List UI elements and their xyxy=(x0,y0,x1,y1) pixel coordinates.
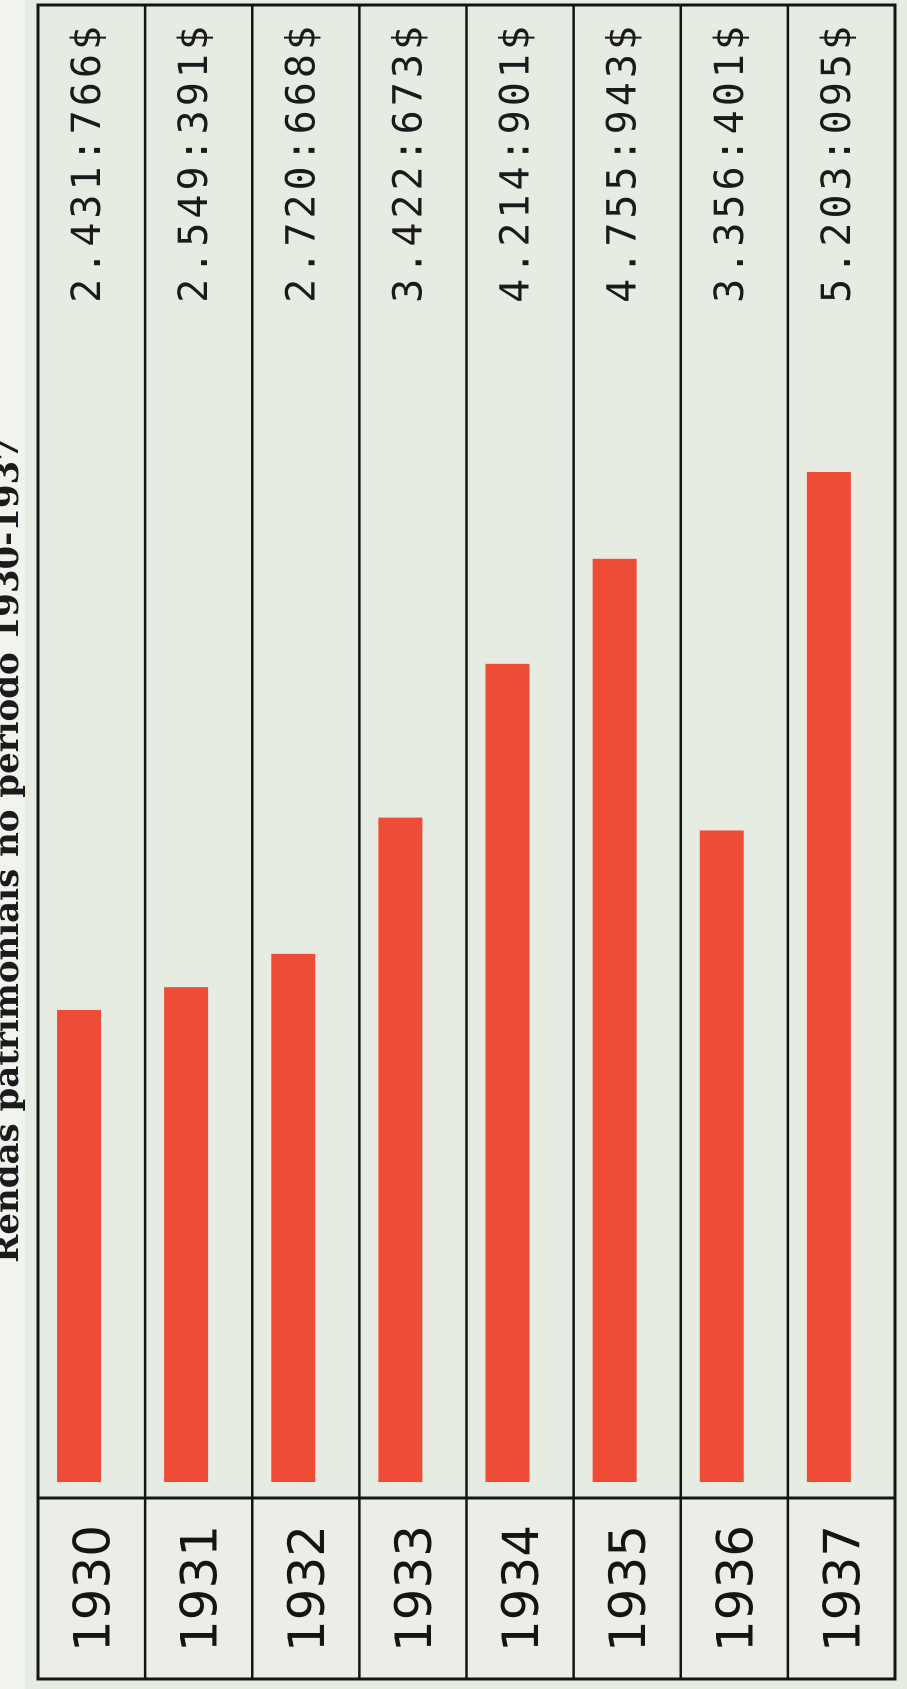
value-label-1930: 2.431:766$ xyxy=(64,22,110,303)
title-strip xyxy=(0,0,25,1689)
value-labels-group: 2.431:766$ 2.549:391$ 2.720:668$ 3.422:673$… xyxy=(64,22,860,303)
year-label-1936: 1936 xyxy=(706,1525,764,1652)
value-label-1936: 3.356:401$ xyxy=(707,22,753,303)
bar-1935 xyxy=(592,558,637,1482)
bar-1936 xyxy=(699,830,744,1482)
year-label-1933: 1933 xyxy=(385,1525,443,1652)
value-label-1933: 3.422:673$ xyxy=(385,22,431,303)
bar-1932 xyxy=(271,953,316,1482)
table-lines xyxy=(36,3,897,1681)
value-label-1934: 4.214:901$ xyxy=(493,22,539,303)
value-label-1937: 5.203:095$ xyxy=(814,22,860,303)
year-label-1932: 1932 xyxy=(278,1525,336,1652)
bar-1937 xyxy=(806,472,851,1482)
year-label-1931: 1931 xyxy=(171,1525,229,1652)
chart-title: Rendas patrimoniais no período 1930-1937 xyxy=(0,437,27,1263)
value-label-1932: 2.720:668$ xyxy=(278,22,324,303)
year-label-1934: 1934 xyxy=(492,1525,550,1652)
year-labels-group: 1930 1931 1932 1933 1934 1935 1936 1937 xyxy=(64,1525,872,1652)
year-label-1935: 1935 xyxy=(599,1525,657,1652)
bar-1930 xyxy=(57,1009,101,1482)
value-label-1931: 2.549:391$ xyxy=(171,22,217,303)
year-label-1930: 1930 xyxy=(64,1525,122,1652)
bars-group xyxy=(57,472,851,1482)
bar-1933 xyxy=(378,817,423,1482)
bar-1931 xyxy=(164,987,209,1482)
bar-1934 xyxy=(485,663,530,1482)
year-label-1937: 1937 xyxy=(813,1525,871,1652)
value-label-1935: 4.755:943$ xyxy=(600,22,646,303)
